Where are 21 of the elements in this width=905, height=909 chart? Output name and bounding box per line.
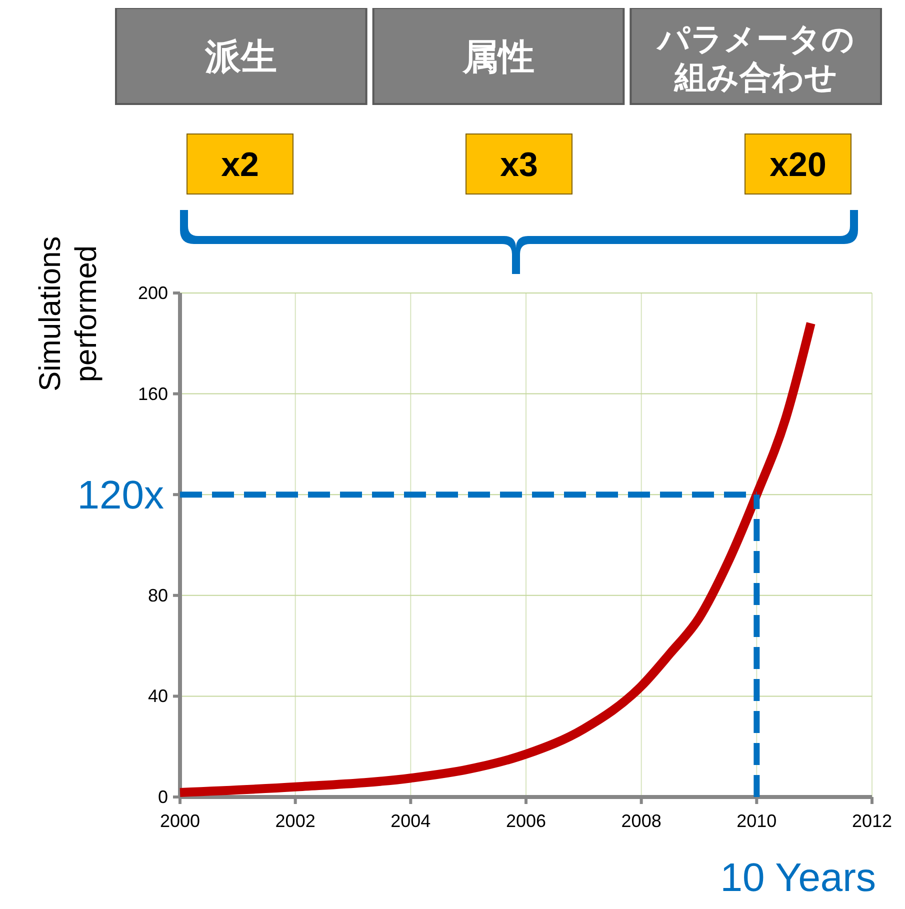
y-tick-label: 40: [148, 686, 168, 706]
text: x20: [770, 146, 826, 184]
x-tick-label: 2002: [275, 811, 316, 831]
x-tick-label: 2004: [390, 811, 431, 831]
y-tick-label: 160: [138, 384, 168, 404]
text: 属性: [462, 36, 534, 77]
text: x2: [221, 146, 259, 184]
x-tick-label: 2012: [852, 811, 892, 831]
x-tick-label: 2010: [736, 811, 777, 831]
x-tick-label: 2000: [160, 811, 200, 831]
x-tick-label: 2008: [621, 811, 662, 831]
ref-line-label: 120x: [77, 474, 164, 518]
ref-line-label: 10 Years: [720, 856, 876, 900]
y-axis-title: Simulations performed: [34, 236, 103, 392]
y-tick-label: 80: [148, 585, 168, 606]
text: パラメータの組み合わせ: [655, 21, 854, 95]
text: 派生: [204, 36, 278, 77]
text: x3: [500, 146, 538, 184]
y-tick-label: 200: [138, 283, 168, 303]
y-tick-label: 0: [158, 787, 168, 807]
x-tick-label: 2006: [506, 811, 546, 831]
